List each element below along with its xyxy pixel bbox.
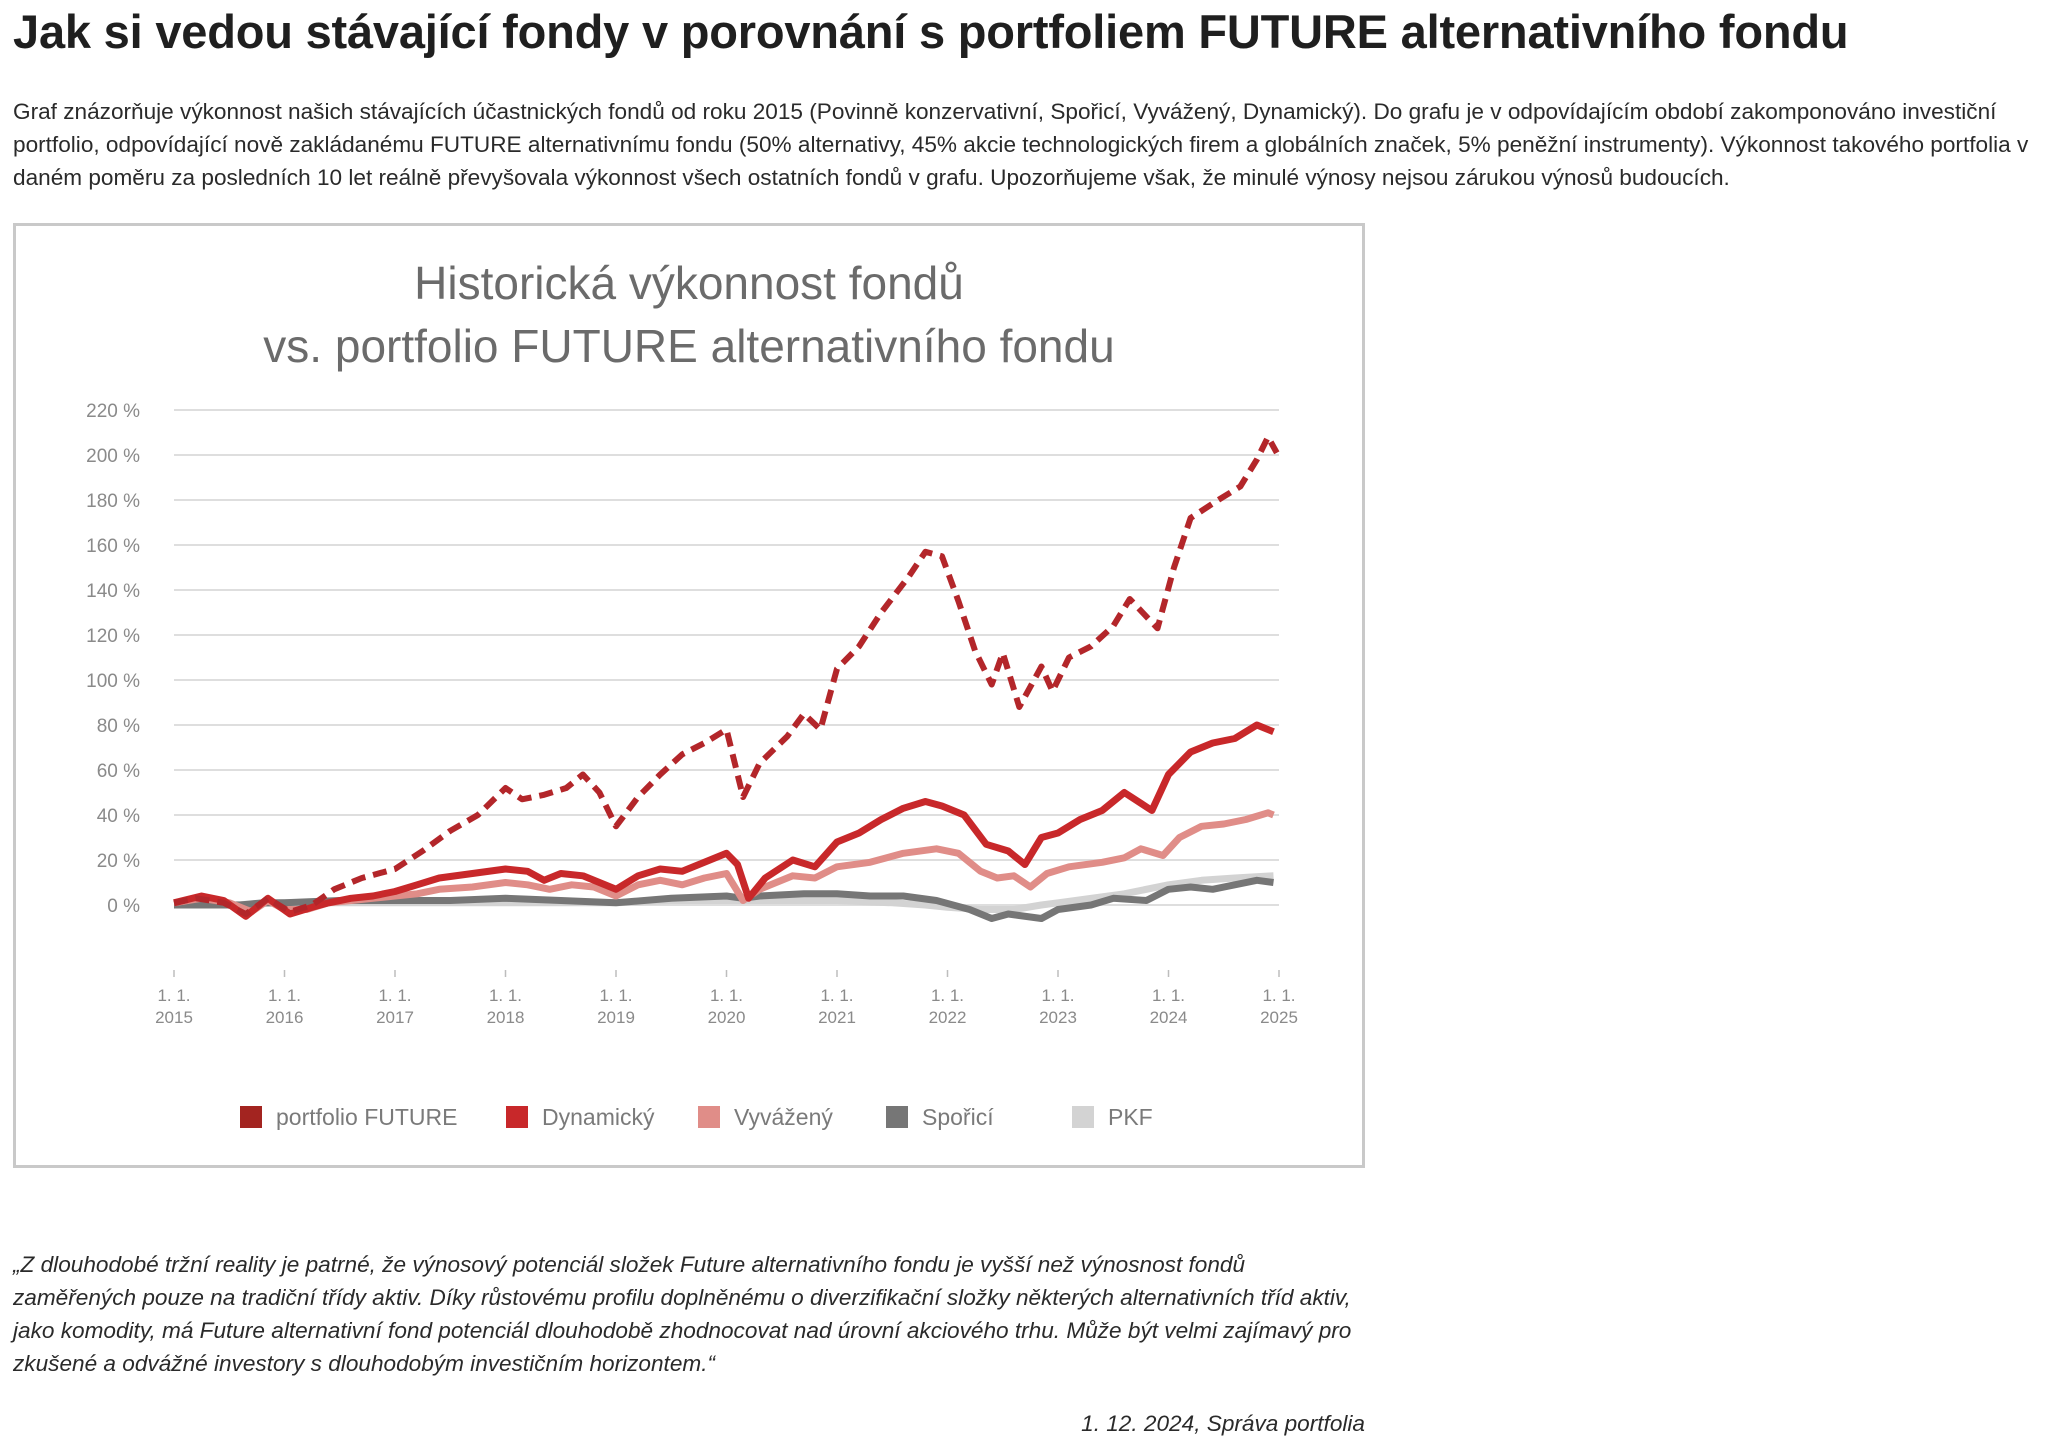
legend-swatch-dynamick- (506, 1106, 528, 1128)
legend-swatch-spo-ic- (886, 1106, 908, 1128)
y-tick-label-0: 0 % (107, 896, 140, 917)
y-tick-label-140: 140 % (86, 581, 140, 602)
y-tick-label-100: 100 % (86, 671, 140, 692)
x-tick-label-2022-date: 1. 1. (931, 986, 964, 1005)
x-tick-label-2022-year: 2022 (929, 1008, 967, 1027)
x-tick-label-2017-date: 1. 1. (378, 986, 411, 1005)
portfolio-management-quote: „Z dlouhodobé tržní reality je patrné, ž… (13, 1252, 1352, 1376)
x-tick-label-2015-date: 1. 1. (157, 986, 190, 1005)
series-line-dynamick- (173, 721, 1275, 920)
legend-label-spo-ic-: Spořicí (922, 1104, 994, 1130)
legend-label-vyv-en-: Vyvážený (734, 1104, 833, 1130)
x-tick-label-2025-date: 1. 1. (1262, 986, 1295, 1005)
x-tick-label-2017-year: 2017 (376, 1008, 414, 1027)
quote-source: 1. 12. 2024, Správa portfolia (1081, 1411, 1365, 1436)
x-tick-label-2025-year: 2025 (1260, 1008, 1298, 1027)
chart-title-line-1: Historická výkonnost fondů (414, 257, 964, 309)
y-tick-label-180: 180 % (86, 491, 140, 512)
y-tick-label-200: 200 % (86, 446, 140, 467)
x-tick-label-2019-year: 2019 (597, 1008, 635, 1027)
x-tick-label-2019-date: 1. 1. (599, 986, 632, 1005)
y-tick-label-20: 20 % (97, 851, 140, 872)
legend-label-pkf: PKF (1108, 1104, 1153, 1130)
y-tick-label-220: 220 % (86, 401, 140, 422)
y-tick-label-120: 120 % (86, 626, 140, 647)
y-tick-label-80: 80 % (97, 716, 140, 737)
x-tick-label-2016-year: 2016 (266, 1008, 304, 1027)
legend-label-dynamick-: Dynamický (542, 1104, 655, 1130)
y-tick-label-40: 40 % (97, 806, 140, 827)
y-tick-label-160: 160 % (86, 536, 140, 557)
x-tick-label-2023-date: 1. 1. (1041, 986, 1074, 1005)
chart-frame: Historická výkonnost fondů vs. portfolio … (13, 223, 1365, 1168)
legend-swatch-pkf (1072, 1106, 1094, 1128)
legend-label-portfolio-future: portfolio FUTURE (276, 1104, 457, 1130)
x-tick-label-2020-date: 1. 1. (710, 986, 743, 1005)
x-tick-label-2020-year: 2020 (708, 1008, 746, 1027)
intro-paragraph: Graf znázorňuje výkonnost našich stávají… (13, 99, 2029, 190)
x-tick-label-2024-date: 1. 1. (1152, 986, 1185, 1005)
x-tick-label-2015-year: 2015 (155, 1008, 193, 1027)
x-tick-label-2021-date: 1. 1. (820, 986, 853, 1005)
series-line-portfolio-future (173, 434, 1280, 917)
x-tick-label-2018-date: 1. 1. (489, 986, 522, 1005)
x-tick-label-2024-year: 2024 (1150, 1008, 1188, 1027)
page-title: Jak si vedou stávající fondy v porovnání… (13, 5, 1849, 58)
x-tick-label-2021-year: 2021 (818, 1008, 856, 1027)
legend-swatch-portfolio-future (240, 1106, 262, 1128)
performance-chart: Historická výkonnost fondů vs. portfolio … (86, 257, 1298, 1130)
x-tick-label-2016-date: 1. 1. (268, 986, 301, 1005)
chart-title-line-2: vs. portfolio FUTURE alternativního fond… (263, 320, 1114, 372)
y-tick-label-60: 60 % (97, 761, 140, 782)
x-tick-label-2018-year: 2018 (487, 1008, 525, 1027)
x-tick-label-2023-year: 2023 (1039, 1008, 1077, 1027)
legend-swatch-vyv-en- (698, 1106, 720, 1128)
